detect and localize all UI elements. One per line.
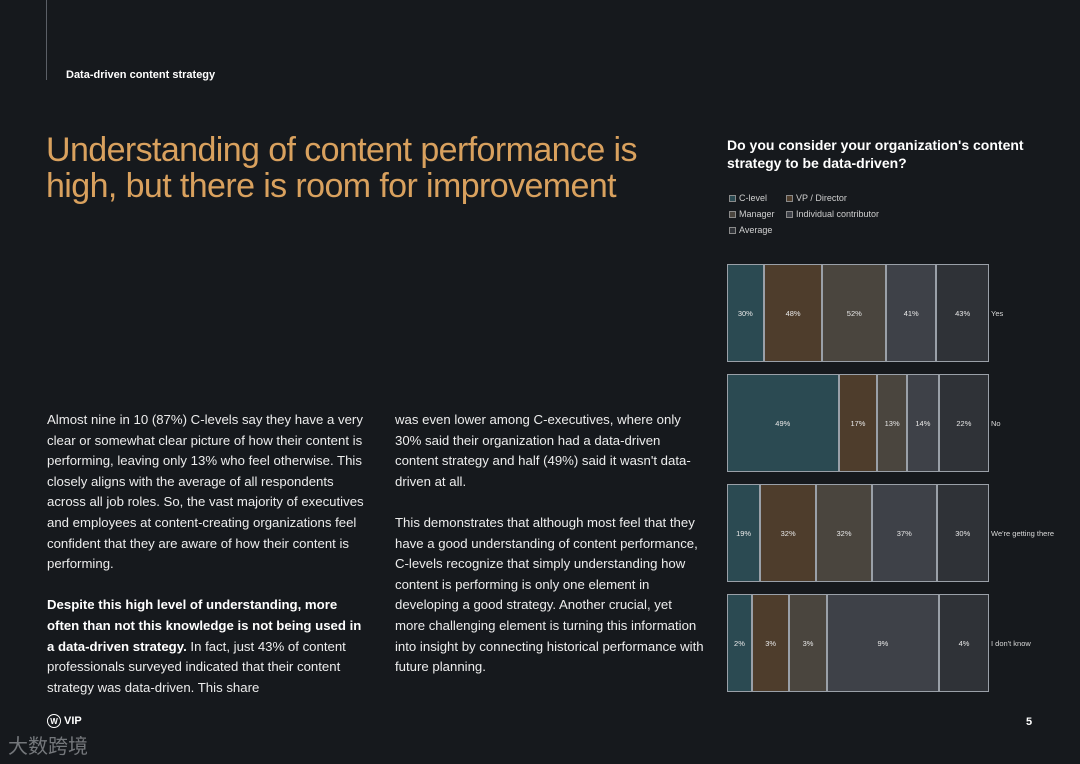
legend-item: C-level [729,193,767,203]
bar-segment: 30% [727,264,764,362]
legend-swatch [786,210,793,218]
paragraph-text: In fact, just 43% of content professiona… [47,638,346,695]
legend-swatch [729,194,736,202]
category-label: I don't know [991,639,1031,648]
body-column-1: Almost nine in 10 (87%) C-levels say the… [47,410,372,719]
category-label: We're getting there [991,529,1054,538]
bar-segment: 19% [727,484,761,582]
bar-segment: 9% [826,594,940,692]
bar-segment: 41% [886,264,937,362]
logo-text: VIP [64,715,82,727]
category-label: No [991,419,1001,428]
emphasis-text: Despite this high level of understanding… [47,597,362,654]
legend-swatch [786,194,793,202]
bar-segment: 13% [877,374,907,472]
paragraph: was even lower among C-executives, where… [395,412,691,489]
bar-segment: 37% [871,484,937,582]
legend-swatch [729,210,736,218]
legend-label: C-level [739,193,768,203]
chart-title: Do you consider your organization's cont… [727,137,1024,171]
paragraph: Despite this high level of understanding… [47,595,372,698]
stacked-bar-chart: 30% 48% 52% 41% 43% Yes 49% 17% 13% 14% 22% No 19% 32… [727,264,1054,694]
bar-segment: 32% [816,484,872,582]
page-headline: Understanding of content performance is … [46,131,637,205]
legend-swatch [729,226,736,234]
body-column-2: was even lower among C-executives, where… [395,410,705,698]
bar-segment: 4% [939,594,989,692]
section-label: Data-driven content strategy [66,69,216,81]
legend-label: Individual contributor [796,209,880,219]
chart-row: 49% 17% 13% 14% 22% [727,374,989,472]
chart-row: 2% 3% 3% 9% 4% [727,594,989,692]
legend-item: VP / Director [786,193,847,203]
legend-label: Manager [739,209,775,219]
legend-item: Average [729,225,772,235]
bar-segment: 2% [727,594,752,692]
bar-segment: 14% [906,374,939,472]
legend-item: Manager [729,209,775,219]
bar-segment: 32% [760,484,817,582]
bar-segment: 52% [822,264,887,362]
bar-segment: 17% [838,374,878,472]
paragraph: This demonstrates that although most fee… [395,514,704,675]
paragraph: Almost nine in 10 (87%) C-levels say the… [47,412,364,572]
footer-logo: W VIP [47,714,82,728]
bar-segment: 49% [727,374,839,472]
bar-segment: 43% [936,264,989,362]
watermark: 大数跨境 [8,736,88,758]
bar-segment: 3% [789,594,827,692]
bar-segment: 22% [938,374,989,472]
chart-row: 19% 32% 32% 37% 30% [727,484,989,582]
legend-label: Average [739,225,773,235]
page-number: 5 [1026,716,1033,728]
vertical-rule [46,0,47,80]
chart-row: 30% 48% 52% 41% 43% [727,264,989,362]
category-label: Yes [991,309,1004,318]
wordpress-icon: W [47,714,61,728]
bar-segment: 30% [936,484,989,582]
bar-segment: 3% [751,594,790,692]
legend-item: Individual contributor [786,209,879,219]
legend-label: VP / Director [796,193,847,203]
bar-segment: 48% [763,264,823,362]
